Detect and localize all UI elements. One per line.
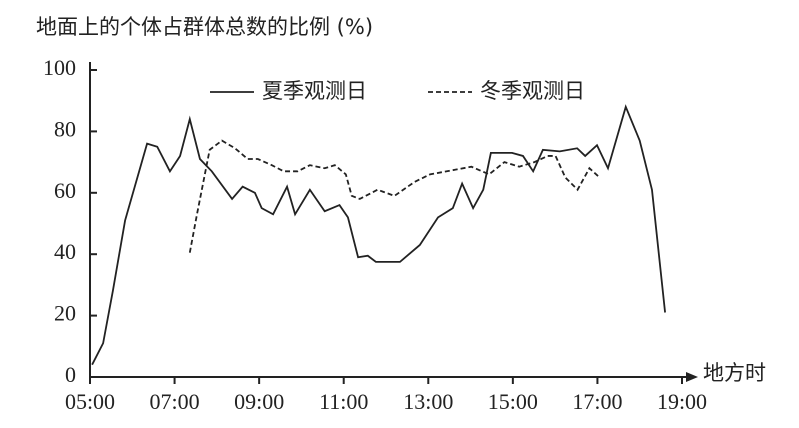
y-tick-label: 60: [54, 178, 76, 203]
x-tick-label: 19:00: [657, 389, 707, 414]
series-line: [188, 139, 601, 253]
x-tick-label: 17:00: [572, 389, 622, 414]
y-tick-label: 40: [54, 239, 76, 264]
legend-label: 夏季观测日: [262, 79, 367, 103]
series-line: [91, 104, 666, 366]
y-tick-label: 80: [54, 116, 76, 141]
y-tick-label: 100: [43, 55, 76, 80]
x-tick-label: 09:00: [234, 389, 284, 414]
x-tick-label: 05:00: [65, 389, 115, 414]
chart-title: 地面上的个体占群体总数的比例 (%): [36, 15, 373, 39]
x-tick-label: 11:00: [319, 389, 368, 414]
y-tick-label: 0: [65, 362, 76, 387]
x-tick-label: 13:00: [403, 389, 453, 414]
y-tick-label: 20: [54, 301, 76, 326]
legend-label: 冬季观测日: [480, 79, 585, 103]
x-tick-label: 07:00: [150, 389, 200, 414]
x-tick-label: 15:00: [488, 389, 538, 414]
x-axis-arrow: [686, 372, 698, 382]
x-axis-label: 地方时: [703, 361, 766, 385]
